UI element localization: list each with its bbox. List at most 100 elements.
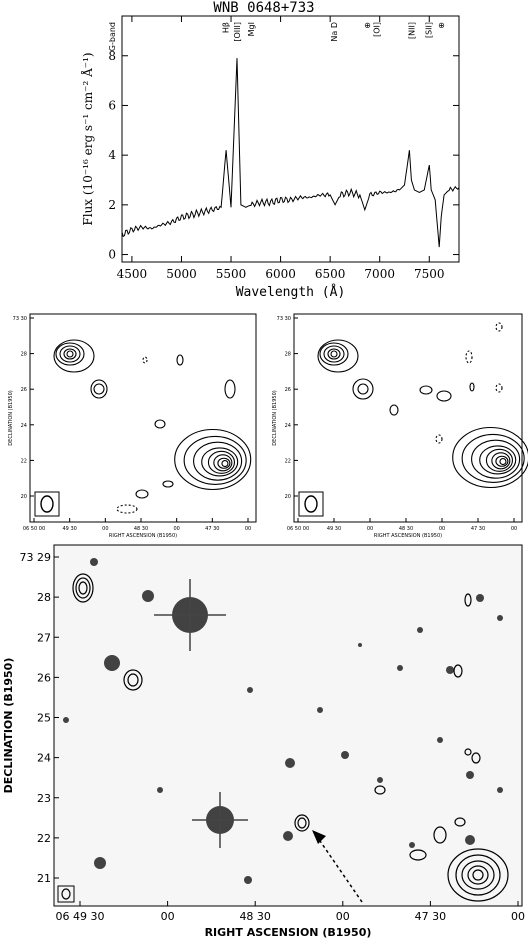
optical-beam-box (57, 885, 75, 903)
optical-y-axis-label: DECLINATION (B1950) (2, 658, 15, 794)
radio-map-left: 73 30 28 26 24 22 20 06 50 00 49 30 00 48 30 00 47 … (8, 313, 257, 539)
radio-left-x-tick-label: 00 (102, 526, 108, 532)
star (157, 787, 163, 793)
radio-right-noise-contour (495, 383, 503, 393)
radio-right-y-tick-label: 20 (285, 494, 291, 500)
star (497, 787, 503, 793)
radio-right-nw-contour (317, 339, 359, 373)
radio-right-se-contour (461, 433, 525, 483)
y-tick-label: 4 (108, 148, 116, 162)
noise-contour (374, 785, 386, 795)
radio-right-noise-contour (389, 404, 399, 416)
x-tick-label: 7500 (414, 267, 445, 281)
noise-contour (453, 664, 463, 678)
radio-right-nw-contour (319, 342, 349, 366)
star (417, 627, 423, 633)
x-tick-label: 6000 (265, 267, 296, 281)
star (358, 643, 362, 647)
star (247, 687, 253, 693)
radio-right-mid-contour (357, 383, 369, 395)
radio-right-se-contour (452, 426, 528, 489)
radio-right-noise-contour (435, 434, 443, 444)
radio-right-mid-contour (352, 378, 374, 400)
star (476, 594, 484, 602)
radio-right-x-tick-label: 06 50 00 (287, 526, 309, 532)
y-tick-label: 6 (108, 98, 116, 112)
star (465, 835, 475, 845)
star (497, 615, 503, 621)
radio-left-se-contour (201, 447, 239, 477)
noise-contour (454, 817, 466, 827)
line-label: G-band (108, 22, 117, 51)
optical-y-tick-label: 27 (37, 631, 51, 644)
radio-left-noise-contour (135, 489, 149, 499)
radio-left-x-axis-label: RIGHT ASCENSION (B1950) (109, 533, 177, 539)
radio-left-y-tick-label: 24 (21, 423, 27, 429)
radio-right-nw-contour (327, 348, 341, 360)
radio-right-frame (293, 313, 523, 523)
radio-left-noise-contour (224, 379, 236, 399)
star (466, 771, 474, 779)
radio-left-noise-contour (154, 419, 166, 429)
spectrum-series-line (121, 58, 460, 248)
star (142, 590, 154, 602)
star (63, 717, 69, 723)
optical-x-tick-label: 47 30 (415, 910, 447, 923)
x-tick-label: 6500 (315, 267, 346, 281)
radio-left-x-tick-label: 06 50 00 (23, 526, 45, 532)
optical-x-tick-label: 00 (511, 910, 525, 923)
radio-right-x-tick-label: 48 30 (399, 526, 413, 532)
radio-right-x-tick-label: 00 (367, 526, 373, 532)
pointer-arrow-line (317, 837, 363, 903)
line-label: MgI (247, 22, 256, 36)
radio-left-se-contour (174, 428, 252, 491)
mid-lobe-contour (127, 673, 139, 687)
optical-frame (53, 544, 523, 907)
radio-map-right-panel: 73 30 28 26 24 22 20 06 50 00 49 30 00 48 30 00 47 … (264, 308, 528, 540)
radio-left-noise-contour (176, 354, 184, 366)
radio-right-noise-contour (469, 382, 475, 392)
radio-right-nw-contour (323, 345, 345, 363)
star (409, 842, 415, 848)
radio-left-noise-contour (116, 504, 138, 514)
star (283, 831, 293, 841)
optical-x-tick-label: 00 (336, 910, 350, 923)
radio-left-nw-contour (66, 350, 74, 358)
star (437, 737, 443, 743)
noise-contour (464, 748, 472, 756)
radio-right-x-axis-label: RIGHT ASCENSION (B1950) (374, 533, 442, 539)
star (317, 707, 323, 713)
radio-map-right: 73 30 28 26 24 22 20 06 50 00 49 30 00 48 30 00 47 … (272, 313, 528, 539)
noise-contour (409, 849, 427, 861)
radio-left-y-tick-label: 20 (21, 494, 27, 500)
line-label: [NII] (407, 22, 416, 39)
radio-left-se-contour (193, 441, 243, 481)
optical-radio-contours (72, 573, 509, 902)
radio-right-beam-ellipse (304, 495, 318, 513)
y-tick-label: 8 (108, 49, 116, 63)
optical-y-tick-label: 22 (37, 832, 51, 845)
radio-left-x-tick-label: 48 30 (134, 526, 148, 532)
core-contour (294, 814, 310, 832)
radio-left-y-axis-label: DECLINATION (B1950) (8, 390, 14, 445)
radio-left-x-tick-label: 47 30 (205, 526, 219, 532)
radio-left-nw-contour (55, 342, 85, 366)
core-contour (297, 817, 307, 829)
radio-right-se-contour (499, 458, 507, 466)
optical-y-tick-label: 21 (37, 872, 51, 885)
optical-overlay-panel: 73 29 28 27 26 25 24 23 22 21 06 49 30 00 48 30 00 47… (0, 540, 528, 947)
radio-right-y-tick-label: 22 (285, 458, 291, 464)
star (90, 558, 98, 566)
star (285, 758, 295, 768)
optical-y-tick-label: 73 29 (20, 551, 52, 564)
radio-right-x-tick-label: 00 (439, 526, 445, 532)
line-label: [SII] (424, 22, 433, 38)
x-tick-label: 4500 (117, 267, 148, 281)
radio-left-se-contour (221, 460, 229, 468)
line-label: [OI] (373, 22, 382, 37)
radio-left-frame (29, 313, 257, 523)
radio-left-nw-contour (53, 339, 95, 373)
noise-contour (471, 752, 481, 764)
radio-right-noise-contour (465, 350, 473, 364)
se-lobe-contour (467, 865, 489, 885)
